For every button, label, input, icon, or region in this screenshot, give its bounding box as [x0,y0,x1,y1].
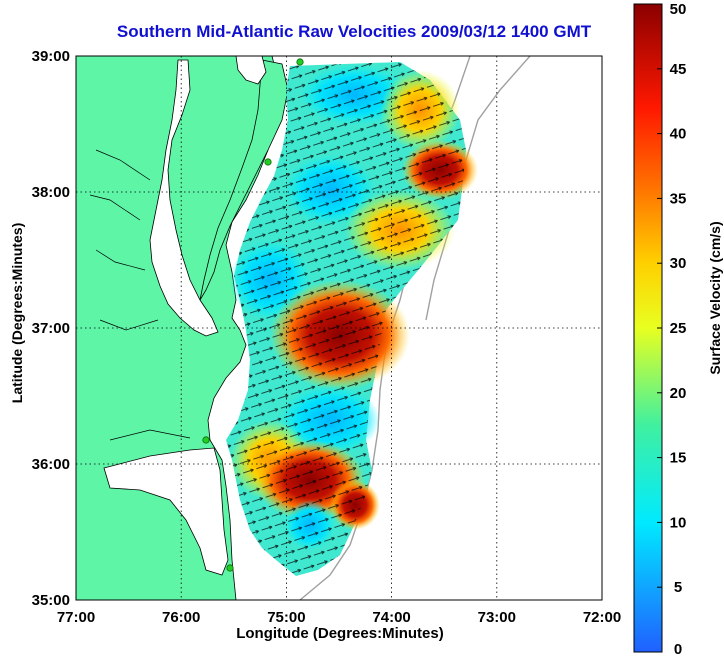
y-tick-labels: 39:00 38:00 37:00 36:00 35:00 [32,48,70,609]
colorbar-tick-label: 40 [670,126,687,143]
colorbar-tick-label: 20 [670,385,687,402]
x-tick-label: 73:00 [478,609,516,626]
station-marker [202,436,210,444]
colorbar-tick-label: 25 [670,320,687,337]
x-tick-labels: 77:00 76:00 75:00 74:00 73:00 72:00 [57,609,621,626]
plot-frame [75,55,603,601]
x-tick-label: 72:00 [583,609,621,626]
station-marker [226,564,234,572]
y-tick-label: 37:00 [32,320,70,337]
colorbar-tick-label: 50 [670,1,687,18]
colorbar-tick-label: 5 [674,579,682,596]
colorbar-label: Surface Velocity (cm/s) [707,221,723,375]
station-marker [296,58,304,66]
station-marker [264,158,272,166]
x-tick-label: 76:00 [162,609,200,626]
colorbar-tick-label: 45 [670,61,687,78]
colorbar-tick-label: 35 [670,190,687,207]
y-tick-label: 35:00 [32,592,70,609]
delaware-bay [235,56,267,85]
y-tick-label: 36:00 [32,456,70,473]
x-tick-label: 74:00 [372,609,410,626]
pamlico-sound [103,447,229,576]
map-title: Southern Mid-Atlantic Raw Velocities 200… [116,22,592,41]
y-tick-label: 39:00 [32,48,70,65]
colorbar-tick-label: 0 [674,641,682,658]
delmarva-peninsula [199,59,289,301]
colorbar-tick-label: 30 [670,255,687,272]
radar-stations [202,58,304,572]
grid-lines [76,56,602,600]
x-axis-label: Longitude (Degrees:Minutes) [236,625,444,642]
y-tick-label: 38:00 [32,184,70,201]
colorbar-tick-labels: 0 5 10 15 20 25 30 35 40 45 50 [657,1,686,658]
y-axis-label: Latitude (Degrees:Minutes) [9,222,25,404]
x-tick-label: 77:00 [57,609,95,626]
river-estuaries [89,149,191,441]
x-tick-label: 75:00 [267,609,305,626]
colorbar-tick-label: 10 [670,514,687,531]
colorbar-tick-label: 15 [670,450,687,467]
chesapeake-bay [149,59,219,337]
